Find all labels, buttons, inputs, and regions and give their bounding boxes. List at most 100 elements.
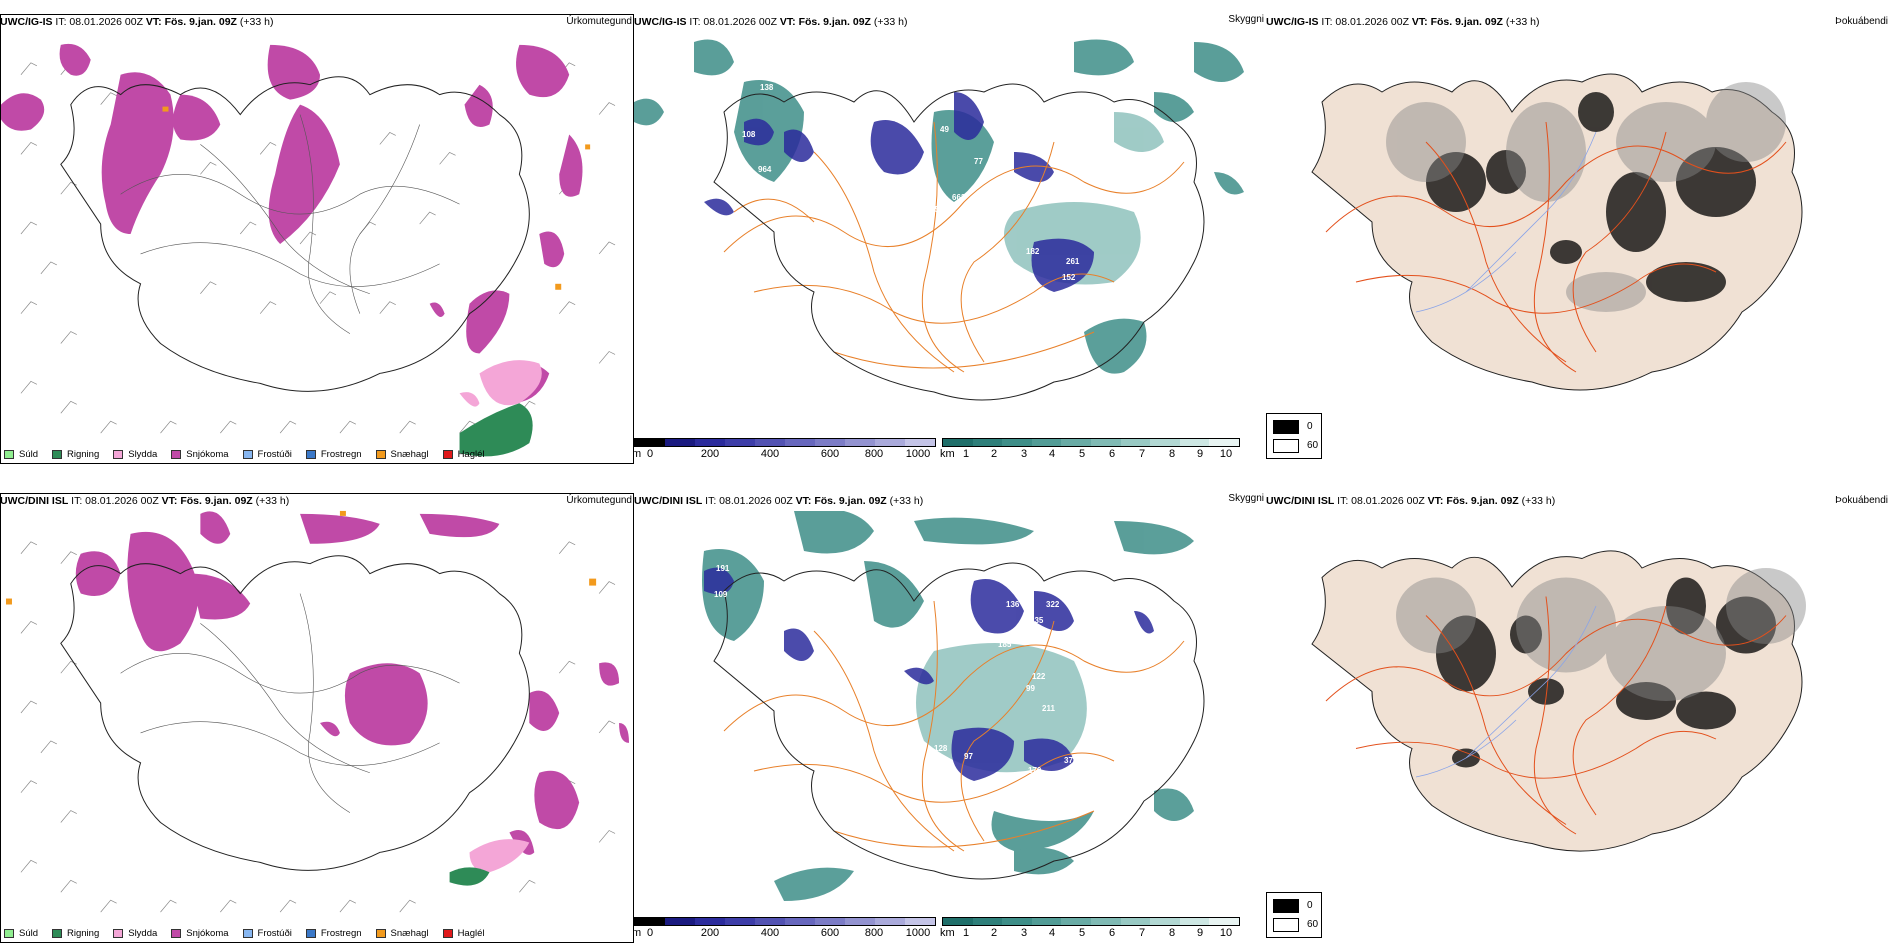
legend-item-freezing-rain: Frostregn [305, 927, 362, 939]
tick-label: 4 [1048, 448, 1056, 460]
panel-header: UWC/IG-IS IT: 08.01.2026 00Z VT: Fös. 9.… [0, 14, 634, 30]
vis-label: 95 [1218, 165, 1227, 174]
visibility-colorbar: km 1 2 3 4 5 6 7 8 9 10 [940, 917, 1240, 939]
legend-label: Slydda [128, 927, 158, 939]
legend-swatch [305, 928, 316, 938]
legend-item-rain: Rigning [52, 928, 99, 939]
visibility-panel-igis: UWC/IG-IS IT: 08.01.2026 00Z VT: Fös. 9.… [634, 14, 1266, 464]
rain-areas [449, 867, 490, 886]
legend-swatch [52, 449, 63, 459]
model-name: UWC/DINI ISL [634, 495, 703, 507]
iceland-coastline [713, 562, 1205, 880]
vis-label: 49 [940, 125, 949, 134]
precip-type-legend: Súld Rigning Slydda Snjókoma Frostúði Fr… [4, 446, 499, 462]
iceland-coastline [713, 83, 1205, 401]
vis-label: 663 [952, 193, 966, 202]
model-name: UWC/IG-IS [0, 16, 53, 28]
fog-panel-igis: UWC/IG-IS IT: 08.01.2026 00Z VT: Fös. 9.… [1266, 14, 1900, 464]
legend-swatch [242, 449, 253, 459]
visibility-map: 191 109 230 92 71 97 128 170 185 122 99 … [634, 511, 1266, 911]
tick-label: 7 [1138, 927, 1146, 939]
legend-item-freezing-rain: Frostregn [305, 449, 362, 460]
precip-type-map [0, 14, 634, 464]
legend-label: 0 [1307, 900, 1313, 911]
tick-label: 0 [646, 927, 654, 939]
legend-swatch [242, 928, 253, 938]
panel-title: Þokuábendi [1835, 16, 1888, 27]
legend-item-freezing-drizzle: Frostúði [242, 448, 292, 460]
lead-time: (+33 h) [239, 16, 274, 28]
visibility-map-svg: 138 108 964 78 154 77 663 558 49 197 182… [634, 35, 1244, 401]
panel-title-wrap: Skyggni [1196, 14, 1266, 28]
ceiling-colorbar: m 0 200 400 600 800 1000 [634, 917, 936, 939]
legend-label: Snjókoma [186, 927, 229, 939]
model-name: UWC/DINI ISL [0, 495, 69, 507]
precip-type-legend: Súld Rigning Slydda Snjókoma Frostúði Fr… [4, 925, 499, 941]
lead-time: (+33 h) [873, 16, 908, 28]
vis-label: 138 [760, 83, 774, 92]
legend-label: Frostúði [257, 448, 292, 460]
ceiling-colorbar-bar [634, 917, 936, 926]
legend-label: Snæhagl [390, 927, 429, 939]
ceiling-colorbar: m 0 200 400 600 800 1000 [634, 438, 936, 460]
road-network [723, 600, 1185, 852]
tick-label: 2 [990, 927, 998, 939]
ceiling-colorbar-bar [634, 438, 936, 447]
sleet-areas [469, 839, 530, 873]
rivers [1415, 131, 1597, 313]
tick-label: 6 [1108, 927, 1116, 939]
tick-label: 3 [1020, 927, 1028, 939]
vis-label: 129 [1094, 624, 1108, 633]
tick-label: 10 [1219, 448, 1233, 460]
tick-label: 7 [1138, 448, 1146, 460]
sleet-areas [459, 360, 542, 407]
ice-pellet-areas [5, 510, 597, 605]
precip-type-panel-igis: UWC/IG-IS IT: 08.01.2026 00Z VT: Fös. 9.… [0, 14, 634, 464]
tick-label: 0 [646, 448, 654, 460]
vis-label: 173 [1084, 586, 1098, 595]
precip-map-svg [1, 43, 616, 457]
vis-label: 77 [974, 157, 983, 166]
panel-header: UWC/DINI ISL IT: 08.01.2026 00Z VT: Fös.… [634, 493, 1266, 509]
vis-label: 182 [1026, 247, 1040, 256]
init-time: IT: 08.01.2026 00Z [71, 495, 159, 507]
legend-label: Haglél [457, 448, 485, 460]
vis-label: 152 [1062, 273, 1076, 282]
ceiling-unit: m [634, 448, 642, 460]
panel-title: Þokuábendi [1835, 495, 1888, 506]
valid-time: VT: Fös. 9.jan. 09Z [161, 495, 253, 507]
fog-moderate-areas [1396, 568, 1806, 701]
tick-label: 600 [820, 448, 840, 460]
vis-label: 322 [1046, 600, 1060, 609]
tick-label: 10 [1219, 927, 1233, 939]
valid-time: VT: Fös. 9.jan. 09Z [1427, 495, 1519, 507]
panel-title: Skyggni [1228, 14, 1264, 25]
vis-label: 78 [796, 197, 805, 206]
low-ceiling-areas [704, 567, 1154, 781]
legend-label: Frostregn [320, 927, 362, 939]
vis-label: 71 [890, 732, 899, 741]
model-name: UWC/IG-IS [1266, 16, 1319, 28]
tick-label: 1000 [905, 448, 931, 460]
legend-label: 0 [1307, 421, 1313, 432]
tick-label: 1 [962, 448, 970, 460]
tick-label: 200 [700, 927, 720, 939]
legend-item-sleet: Slydda [113, 449, 157, 460]
legend-swatch-dense [1273, 420, 1299, 434]
legend-swatch [375, 928, 386, 938]
tick-label: 3 [1020, 448, 1028, 460]
road-network [1325, 121, 1787, 373]
vis-label: 558 [930, 205, 944, 214]
tick-label: 600 [820, 927, 840, 939]
tick-label: 4 [1048, 927, 1056, 939]
snow-areas [1, 43, 583, 404]
ceiling-ticks: 0 200 400 600 800 1000 [634, 927, 936, 939]
visibility-unit: km [940, 448, 955, 460]
iceland-land [1311, 73, 1803, 391]
legend-swatch [4, 449, 14, 459]
init-time: IT: 08.01.2026 00Z [705, 495, 793, 507]
visibility-ticks: 1 2 3 4 5 6 7 8 9 10 [942, 448, 1240, 460]
visibility-unit: km [940, 927, 955, 939]
low-ceiling-areas [704, 92, 1094, 292]
vis-label: 97 [964, 752, 973, 761]
